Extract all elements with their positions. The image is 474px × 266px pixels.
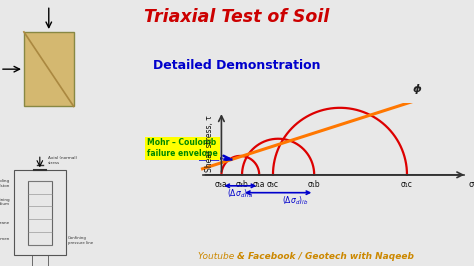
Text: Youtube: Youtube — [198, 252, 237, 261]
FancyBboxPatch shape — [24, 32, 73, 106]
Text: σ₃b: σ₃b — [236, 180, 248, 189]
Text: σ₁b: σ₁b — [308, 180, 320, 189]
Text: Shear stress, τ: Shear stress, τ — [205, 115, 214, 172]
Text: Axial (normal)
stress: Axial (normal) stress — [48, 156, 77, 165]
Text: Mohr – Coulomb
failure envelope: Mohr – Coulomb failure envelope — [147, 138, 218, 158]
Text: $(\Delta\sigma_d)_{la}$: $(\Delta\sigma_d)_{la}$ — [227, 188, 254, 200]
Text: σ₁c: σ₁c — [401, 180, 413, 189]
Bar — [28, 181, 52, 245]
Text: Membrane: Membrane — [0, 221, 10, 226]
Text: σ or σ’: σ or σ’ — [469, 180, 474, 189]
Text: Triaxial Test of Soil: Triaxial Test of Soil — [144, 8, 330, 26]
Text: σ₃c: σ₃c — [267, 180, 279, 189]
Text: σ₃a: σ₃a — [215, 180, 228, 189]
Text: Confining
pressure line: Confining pressure line — [68, 236, 93, 245]
Text: Loading
Piston: Loading Piston — [0, 179, 10, 188]
Text: Specimen: Specimen — [0, 237, 10, 242]
Text: Detailed Demonstration: Detailed Demonstration — [153, 59, 321, 72]
Text: Confining
medium: Confining medium — [0, 198, 10, 206]
Text: & Facebook / Geotech with Naqeeb: & Facebook / Geotech with Naqeeb — [237, 252, 414, 261]
Text: ϕ: ϕ — [412, 84, 421, 94]
Text: $(\Delta\sigma_d)_{lb}$: $(\Delta\sigma_d)_{lb}$ — [282, 194, 309, 207]
Text: σ₁a: σ₁a — [253, 180, 265, 189]
Bar — [14, 170, 66, 255]
